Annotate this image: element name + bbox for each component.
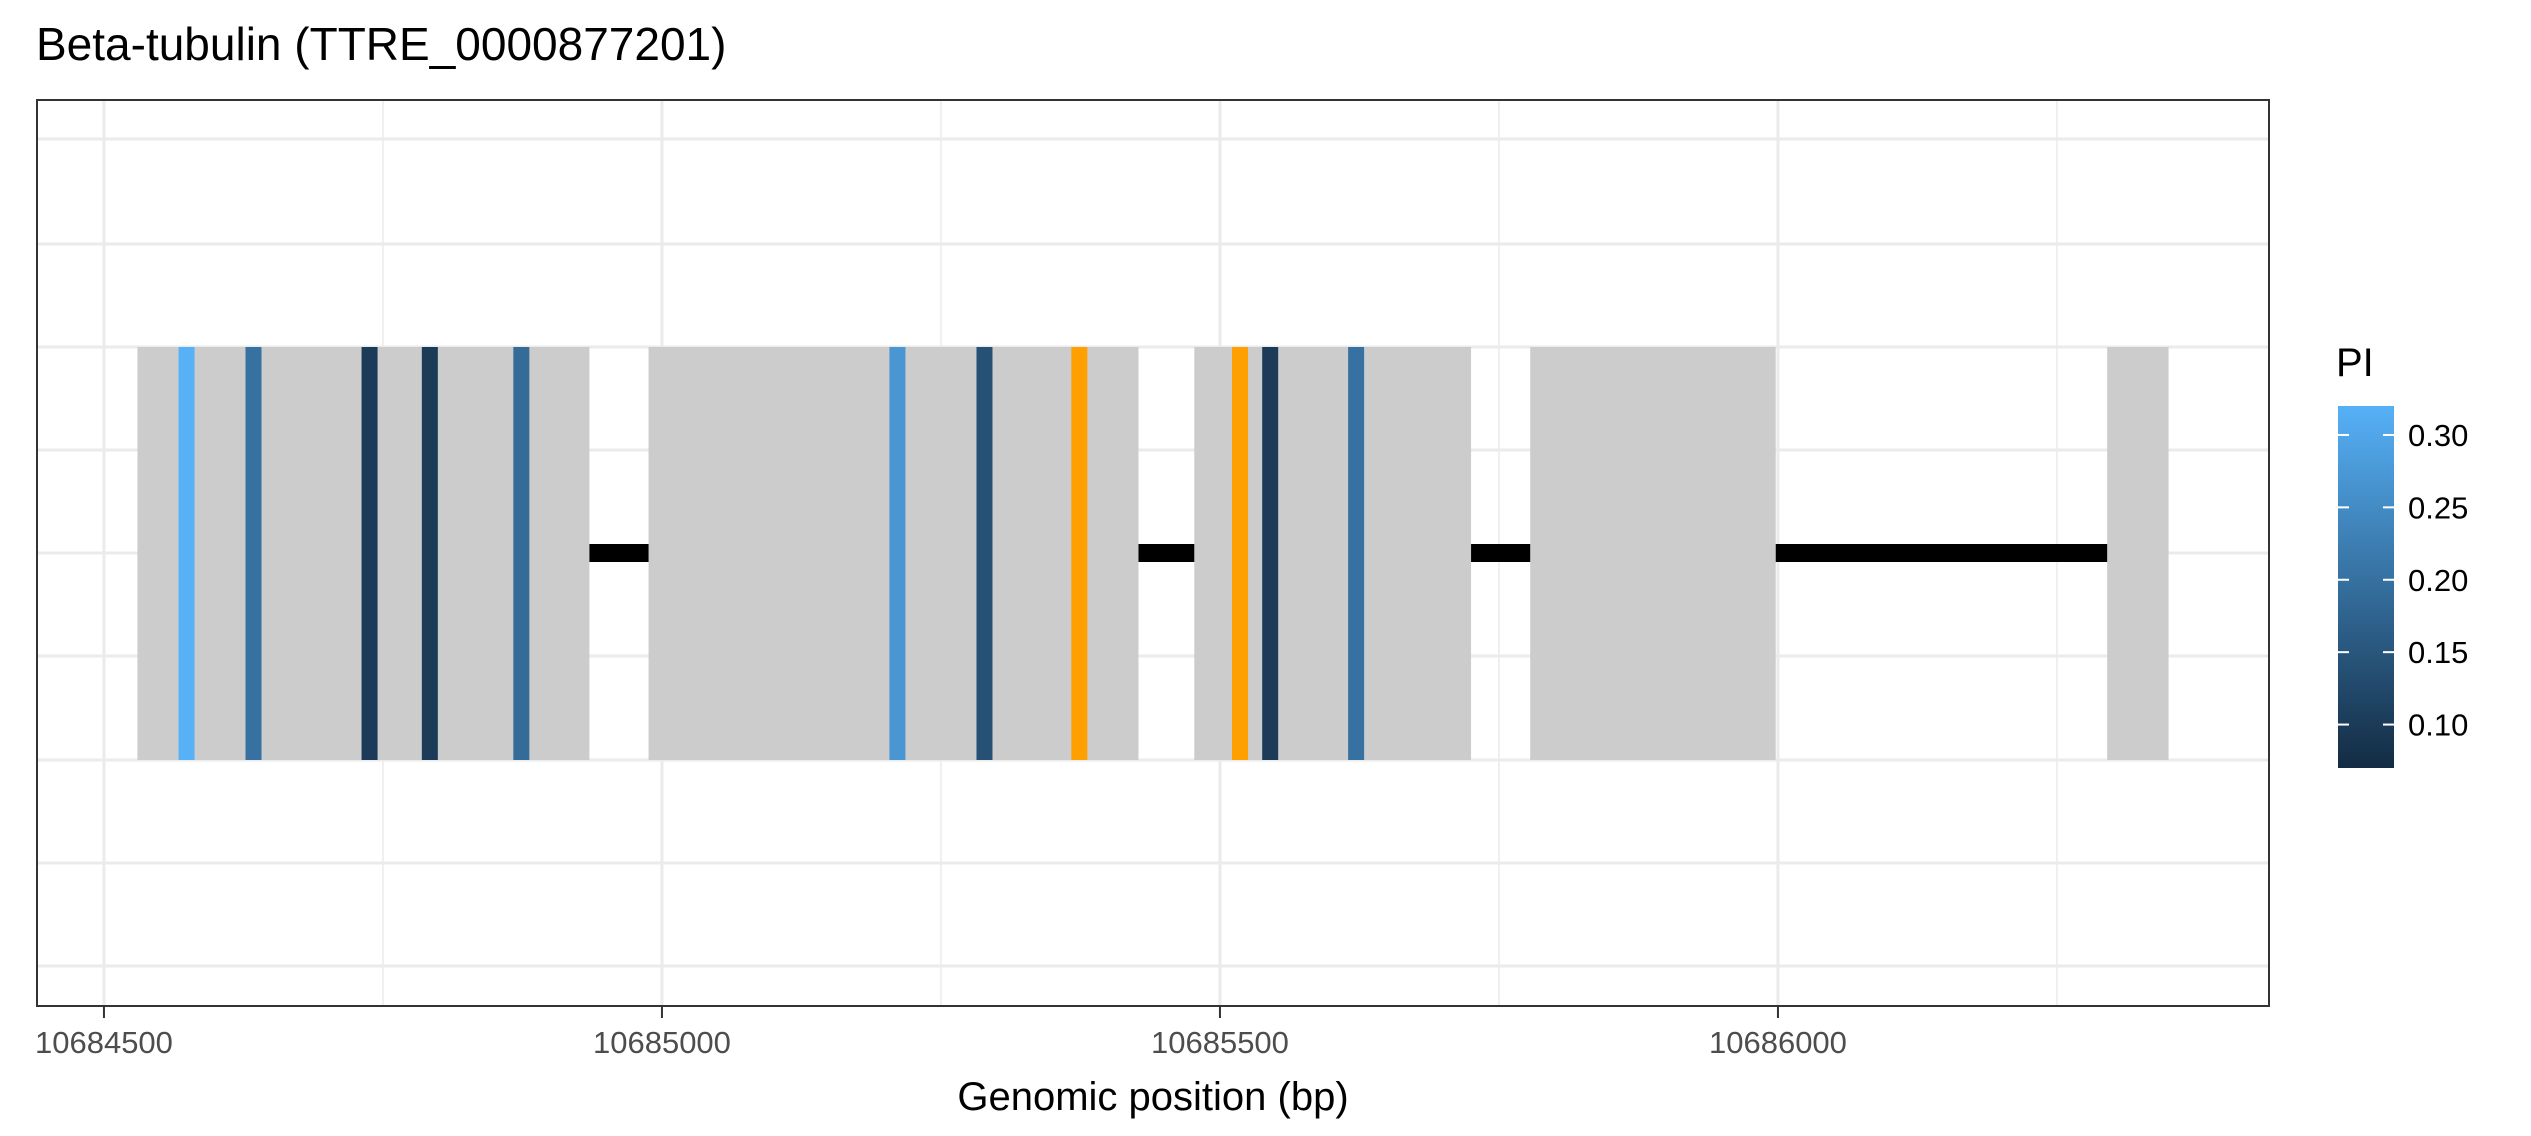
x-axis-title: Genomic position (bp) [957, 1075, 1348, 1119]
exon-5 [2107, 347, 2169, 760]
legend-tick-label: 0.25 [2408, 490, 2468, 525]
legend-tick-label: 0.15 [2408, 635, 2468, 670]
legend: PI 0.30 0.25 0.20 0.15 0.10 [2336, 341, 2468, 768]
legend-colorbar [2338, 406, 2394, 768]
plot-border [36, 99, 2270, 1007]
variant-1 [178, 347, 195, 760]
variant-7 [976, 347, 993, 760]
x-tick-label: 10685000 [593, 1025, 731, 1060]
variant-3 [361, 347, 378, 760]
variant-11 [1348, 347, 1365, 760]
legend-ticks: 0.30 0.25 0.20 0.15 0.10 [2338, 418, 2468, 743]
variant-6 [889, 347, 906, 760]
legend-tick-label: 0.20 [2408, 563, 2468, 598]
variants [178, 347, 1365, 760]
x-tick-label: 10686000 [1709, 1025, 1847, 1060]
variant-10 [1262, 347, 1279, 760]
legend-tick-label: 0.30 [2408, 418, 2468, 453]
chart-title: Beta-tubulin (TTRE_0000877201) [36, 18, 726, 70]
intron-2 [1138, 544, 1195, 562]
variant-highlight-9 [1232, 347, 1249, 760]
introns [589, 544, 2108, 562]
x-axis: 10684500 10685000 10685500 10686000 [35, 1006, 1847, 1060]
x-tick-label: 10685500 [1151, 1025, 1289, 1060]
intron-4 [1775, 544, 2108, 562]
variant-5 [513, 347, 530, 760]
legend-tick-label: 0.10 [2408, 708, 2468, 743]
legend-title: PI [2336, 341, 2374, 385]
variant-4 [421, 347, 438, 760]
variant-2 [245, 347, 262, 760]
variant-highlight-8 [1071, 347, 1088, 760]
intron-3 [1471, 544, 1531, 562]
x-tick-label: 10684500 [35, 1025, 173, 1060]
exon-4 [1530, 347, 1776, 760]
intron-1 [589, 544, 649, 562]
